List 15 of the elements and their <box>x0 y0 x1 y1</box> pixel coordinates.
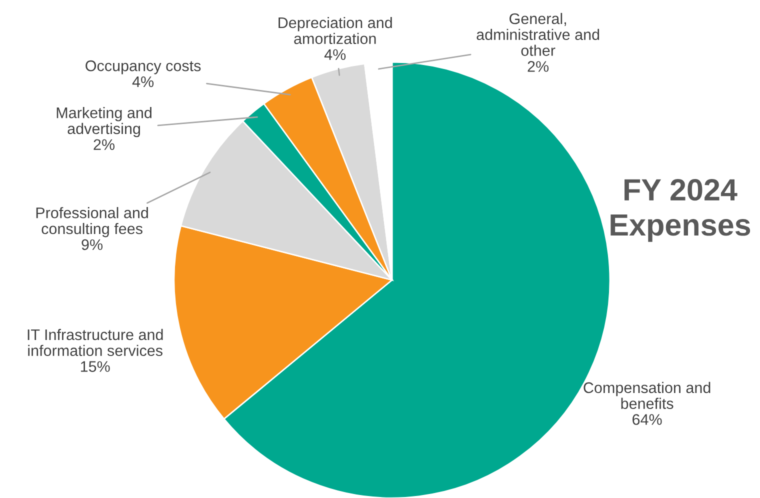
data-label: 4% <box>324 49 346 60</box>
data-label: 4% <box>132 76 154 88</box>
data-label: 9% <box>82 239 103 250</box>
data-label: 2% <box>528 61 549 72</box>
slice-label: Compensation and benefits <box>584 382 710 410</box>
data-label: 2% <box>94 139 115 150</box>
slice-label: Professional and consulting fees <box>36 207 148 238</box>
data-label: 64% <box>632 414 662 425</box>
slice-label: General, administrative and other <box>476 12 600 56</box>
slice-label: Depreciation and amortization <box>278 16 392 44</box>
text: FY 2024 Expenses <box>610 179 750 242</box>
data-label: 15% <box>80 361 110 372</box>
slice-label: Occupancy costs <box>86 60 201 74</box>
slice-label: IT Infrastructure and information services <box>28 328 163 356</box>
slice-label: Marketing and advertising <box>56 106 152 138</box>
